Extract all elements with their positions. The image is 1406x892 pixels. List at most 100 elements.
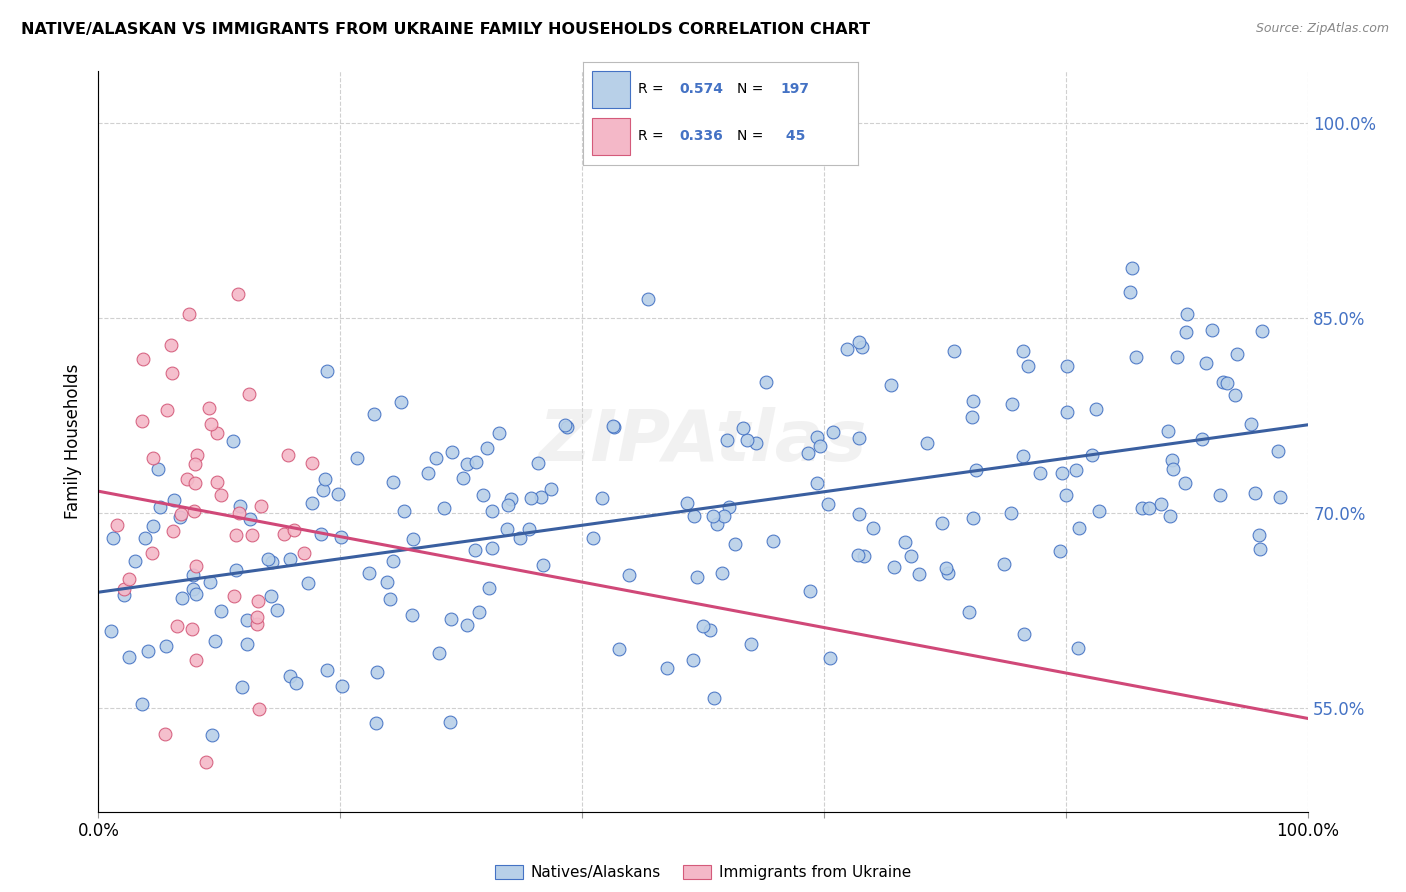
Point bbox=[848, 432, 870, 446]
Point bbox=[131, 414, 153, 428]
Point bbox=[602, 418, 624, 433]
Point bbox=[1166, 350, 1188, 364]
Text: Source: ZipAtlas.com: Source: ZipAtlas.com bbox=[1256, 22, 1389, 36]
Point bbox=[1174, 476, 1197, 491]
Point bbox=[702, 508, 724, 523]
Point bbox=[706, 516, 728, 531]
Point bbox=[402, 532, 425, 546]
Point bbox=[554, 418, 576, 433]
Point bbox=[198, 574, 221, 589]
Point bbox=[1028, 467, 1050, 481]
Point bbox=[198, 401, 221, 415]
Point bbox=[531, 558, 554, 573]
Point bbox=[236, 613, 259, 627]
Point bbox=[204, 633, 226, 648]
Point bbox=[1175, 325, 1198, 339]
Point bbox=[1156, 424, 1178, 438]
Point bbox=[1080, 448, 1102, 462]
Point bbox=[394, 503, 416, 517]
Point bbox=[315, 364, 337, 378]
Point bbox=[1212, 375, 1234, 389]
Point bbox=[1249, 528, 1271, 542]
Point bbox=[1191, 432, 1213, 446]
Bar bbox=[592, 70, 630, 108]
Point bbox=[301, 496, 323, 510]
Point bbox=[1067, 521, 1090, 535]
Point bbox=[159, 338, 181, 352]
Point bbox=[1067, 641, 1090, 656]
Point bbox=[519, 522, 541, 536]
Text: 0.574: 0.574 bbox=[679, 82, 724, 96]
Point bbox=[201, 728, 224, 742]
Point bbox=[1049, 544, 1071, 558]
Point bbox=[138, 644, 160, 658]
Point bbox=[464, 542, 486, 557]
Point bbox=[236, 637, 259, 651]
Point bbox=[464, 454, 486, 468]
Point bbox=[183, 504, 205, 518]
Point bbox=[278, 669, 301, 683]
Point bbox=[1088, 504, 1111, 518]
Point bbox=[262, 555, 284, 569]
Point bbox=[427, 646, 450, 660]
Text: R =: R = bbox=[638, 129, 668, 144]
Point bbox=[917, 436, 939, 450]
Point bbox=[209, 488, 232, 502]
Point bbox=[222, 434, 245, 449]
Point bbox=[848, 334, 870, 349]
Point bbox=[195, 755, 218, 769]
Point bbox=[228, 506, 250, 520]
Point bbox=[1000, 506, 1022, 520]
Point bbox=[724, 537, 747, 551]
Point bbox=[740, 636, 762, 650]
Point bbox=[149, 500, 172, 515]
Point bbox=[713, 508, 735, 523]
Point bbox=[823, 425, 845, 440]
Point bbox=[246, 616, 269, 631]
Point bbox=[131, 697, 153, 711]
Point bbox=[330, 679, 353, 693]
Point bbox=[1056, 359, 1078, 373]
Point bbox=[142, 451, 165, 466]
Point bbox=[481, 504, 503, 518]
Point bbox=[699, 623, 721, 637]
Point bbox=[183, 476, 205, 491]
Point bbox=[806, 475, 828, 490]
Point bbox=[363, 407, 385, 421]
Point bbox=[762, 533, 785, 548]
Point bbox=[495, 523, 517, 537]
Point bbox=[1050, 467, 1073, 481]
Point bbox=[416, 467, 439, 481]
Point bbox=[176, 472, 198, 486]
Point bbox=[205, 475, 228, 490]
Point bbox=[1223, 387, 1246, 401]
Point bbox=[703, 690, 725, 705]
Point bbox=[156, 403, 179, 417]
Point bbox=[246, 610, 269, 624]
Point bbox=[456, 618, 478, 632]
Point bbox=[366, 665, 388, 680]
Point bbox=[1054, 488, 1077, 502]
Point bbox=[186, 448, 208, 462]
Point bbox=[862, 521, 884, 535]
Point bbox=[226, 287, 249, 301]
Point bbox=[240, 528, 263, 542]
Point bbox=[582, 531, 605, 545]
Point bbox=[1209, 488, 1232, 502]
Point bbox=[683, 508, 706, 523]
Point bbox=[377, 574, 399, 589]
Point bbox=[297, 576, 319, 591]
Point bbox=[346, 451, 368, 466]
Point bbox=[846, 549, 869, 563]
Point bbox=[472, 488, 495, 502]
Point bbox=[797, 446, 820, 460]
Point bbox=[181, 568, 204, 582]
Point bbox=[591, 491, 613, 505]
Point bbox=[731, 421, 754, 435]
Point bbox=[820, 651, 842, 665]
Point bbox=[1011, 450, 1033, 464]
Point bbox=[744, 435, 766, 450]
Point bbox=[1137, 500, 1160, 515]
Bar bbox=[592, 118, 630, 155]
Point bbox=[1226, 347, 1249, 361]
